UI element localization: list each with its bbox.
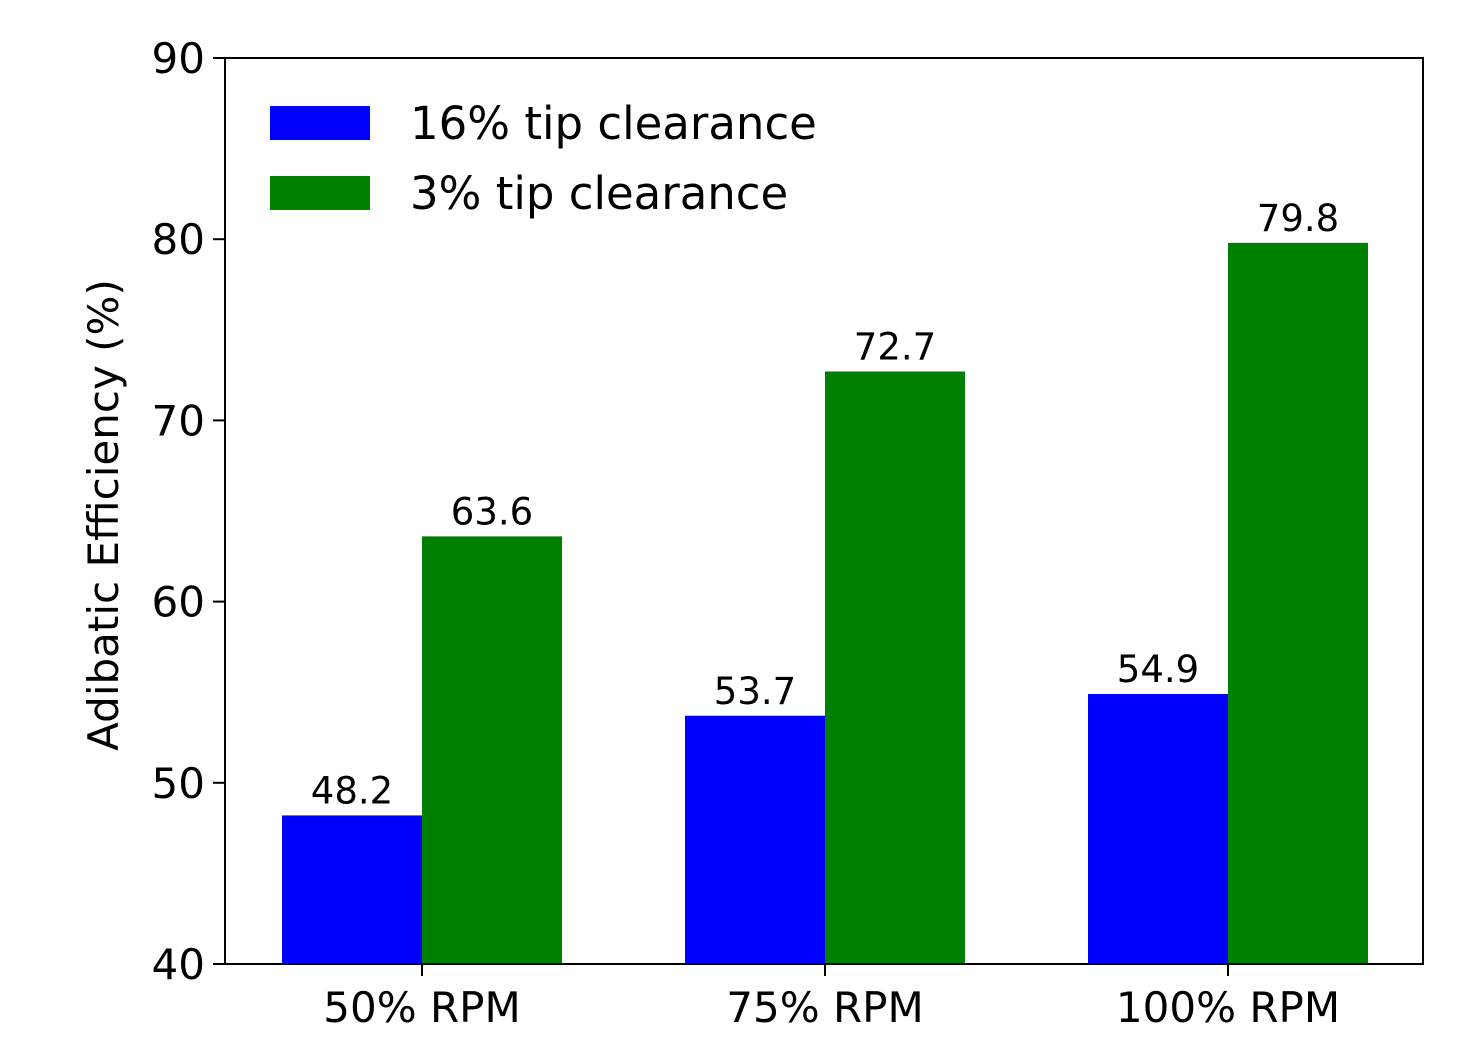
bar-value-label: 53.7 xyxy=(714,670,796,713)
bar-sixteen-pct-1 xyxy=(282,815,422,964)
bar-sixteen-pct-3 xyxy=(1088,694,1228,964)
data-labels-layer: 48.2 63.6 53.7 72.7 54.9 79.8 xyxy=(311,197,1339,813)
bar-value-label: 72.7 xyxy=(854,325,936,368)
bar-value-label: 54.9 xyxy=(1117,648,1199,691)
bar-three-pct-1 xyxy=(422,536,562,964)
legend-label: 16% tip clearance xyxy=(410,97,817,150)
x-tick-label: 50% RPM xyxy=(323,983,520,1032)
y-tick-label: 90 xyxy=(152,34,205,83)
bar-three-pct-2 xyxy=(825,371,965,964)
x-axis: 50% RPM 75% RPM 100% RPM xyxy=(323,964,1340,1032)
x-tick-label: 75% RPM xyxy=(726,983,923,1032)
bar-sixteen-pct-2 xyxy=(685,715,825,964)
bar-three-pct-3 xyxy=(1228,242,1368,965)
legend-swatch xyxy=(270,176,370,210)
bars-layer xyxy=(282,242,1368,965)
legend-label: 3% tip clearance xyxy=(410,167,788,220)
bar-value-label: 79.8 xyxy=(1257,197,1339,240)
y-axis: 40 50 60 70 80 90 xyxy=(152,34,225,989)
x-tick-label: 100% RPM xyxy=(1116,983,1340,1032)
y-axis-label: Adibatic Efficiency (%) xyxy=(79,279,128,751)
y-tick-label: 80 xyxy=(152,215,205,264)
legend-swatch xyxy=(270,106,370,140)
bar-value-label: 63.6 xyxy=(451,490,533,533)
y-tick-label: 40 xyxy=(152,940,205,989)
legend: 16% tip clearance 3% tip clearance xyxy=(270,97,817,220)
y-tick-label: 50 xyxy=(152,759,205,808)
y-tick-label: 60 xyxy=(152,578,205,627)
bar-value-label: 48.2 xyxy=(311,769,393,812)
y-tick-label: 70 xyxy=(152,396,205,445)
